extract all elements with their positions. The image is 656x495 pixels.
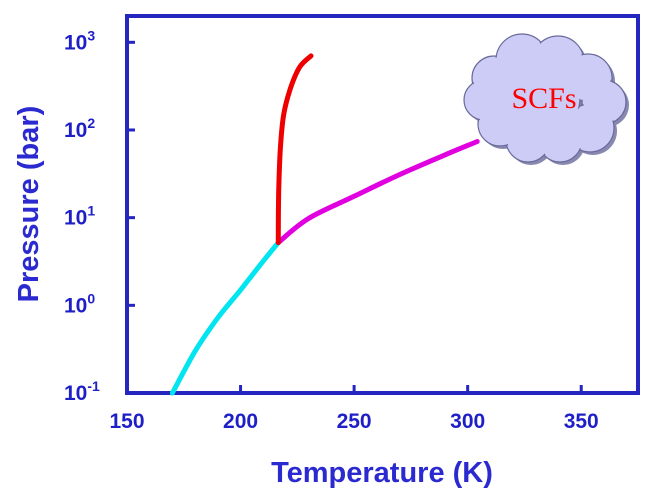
x-tick-label: 200 xyxy=(223,410,258,433)
x-tick-label: 300 xyxy=(450,410,485,433)
series-line-1 xyxy=(169,240,281,396)
x-tick-label: 350 xyxy=(564,410,599,433)
scfs-label: SCFs xyxy=(511,82,576,115)
series-layer xyxy=(169,53,480,396)
y-tick-label: 101 xyxy=(64,203,95,230)
y-tick-label: 100 xyxy=(64,290,95,317)
y-axis-title: Pressure (bar) xyxy=(13,106,45,303)
scfs-cloud-annotation: SCFs xyxy=(463,33,629,165)
x-axis-ticks: 150 200 250 300 350 xyxy=(109,385,599,433)
y-axis-ticks: 10-1 100 101 102 103 xyxy=(64,27,135,405)
plot-frame xyxy=(125,14,640,395)
x-tick-label: 250 xyxy=(337,410,372,433)
x-tick-label: 150 xyxy=(109,410,144,433)
y-tick-label: 10-1 xyxy=(64,378,100,405)
y-tick-label: 102 xyxy=(64,115,95,142)
series-line-3 xyxy=(275,53,314,246)
x-axis-title: Temperature (K) xyxy=(271,457,493,489)
y-tick-label: 103 xyxy=(64,27,95,54)
series-line-2 xyxy=(275,139,480,246)
